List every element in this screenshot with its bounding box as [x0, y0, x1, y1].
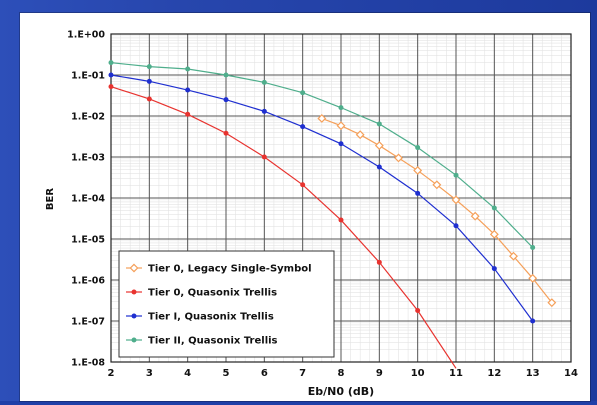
- data-point: [261, 108, 267, 114]
- data-point: [415, 145, 421, 151]
- y-tick-label: 1.E-08: [71, 358, 105, 369]
- x-tick-label: 5: [223, 368, 230, 379]
- data-point: [300, 182, 306, 188]
- data-point: [108, 60, 114, 66]
- data-point: [489, 229, 499, 239]
- data-point: [338, 217, 344, 223]
- legend-marker: [131, 313, 137, 319]
- data-point: [261, 79, 267, 85]
- legend-item: Tier 0, Quasonix Trellis: [126, 288, 277, 299]
- data-point: [413, 165, 423, 175]
- data-point: [300, 90, 306, 96]
- data-point: [185, 87, 191, 93]
- series-line: [110, 86, 457, 369]
- series-group: [108, 60, 557, 369]
- x-tick-label: 10: [411, 368, 425, 379]
- series-3: [108, 60, 536, 251]
- x-tick-label: 14: [564, 368, 578, 379]
- data-point: [146, 64, 152, 70]
- data-point: [453, 223, 459, 229]
- y-tick-label: 1.E-02: [71, 112, 105, 123]
- data-point: [108, 72, 114, 78]
- legend-marker: [131, 289, 137, 295]
- series-1: [108, 84, 457, 369]
- data-point: [415, 190, 421, 196]
- legend-label: Tier 0, Legacy Single-Symbol: [148, 264, 312, 275]
- legend: Tier 0, Legacy Single-Symbol Tier 0, Quas…: [118, 250, 335, 358]
- y-tick-label: 1.E-01: [71, 71, 105, 82]
- data-point: [336, 121, 346, 131]
- legend-label: Tier I, Quasonix Trellis: [148, 312, 274, 323]
- data-point: [530, 318, 536, 324]
- y-tick-labels: 1.E+00 1.E-01 1.E-02 1.E-03 1.E-04 1.E-05 1.E-…: [67, 30, 105, 369]
- data-point: [223, 97, 229, 103]
- x-tick-labels: 2 3 4 5 6 7 8 9 10 11 12 13 14: [108, 368, 578, 379]
- data-point: [185, 111, 191, 117]
- data-point: [547, 298, 557, 308]
- y-tick-label: 1.E-04: [71, 194, 105, 205]
- x-tick-label: 6: [261, 368, 268, 379]
- x-tick-label: 4: [184, 368, 191, 379]
- legend-label: Tier 0, Quasonix Trellis: [148, 288, 277, 299]
- y-tick-label: 1.E-05: [71, 235, 105, 246]
- series-line: [110, 62, 534, 248]
- data-point: [376, 259, 382, 265]
- legend-label: Tier II, Quasonix Trellis: [148, 336, 278, 347]
- x-tick-label: 13: [526, 368, 540, 379]
- x-axis-label: Eb/N0 (dB): [308, 385, 374, 398]
- data-point: [509, 251, 518, 261]
- x-tick-label: 3: [146, 368, 153, 379]
- ber-chart: 1.E+00 1.E-01 1.E-02 1.E-03 1.E-04 1.E-05 1.E-…: [45, 30, 578, 399]
- x-tick-label: 7: [299, 368, 306, 379]
- data-point: [338, 141, 344, 147]
- data-point: [394, 153, 403, 163]
- y-tick-label: 1.E-03: [71, 153, 105, 164]
- plot-area-border: [110, 33, 572, 363]
- data-point: [528, 273, 538, 283]
- data-point: [146, 96, 152, 102]
- data-point: [453, 172, 459, 178]
- data-point: [338, 105, 344, 111]
- legend-box: [118, 250, 335, 358]
- data-point: [415, 308, 421, 314]
- x-tick-label: 8: [338, 368, 345, 379]
- data-point: [355, 130, 365, 140]
- series-2: [108, 72, 536, 324]
- data-point: [376, 121, 382, 127]
- data-point: [300, 124, 306, 130]
- data-point: [432, 180, 442, 190]
- data-point: [223, 72, 229, 78]
- legend-marker: [131, 337, 137, 343]
- data-point: [451, 195, 461, 205]
- data-point: [317, 114, 327, 123]
- legend-item: Tier 0, Legacy Single-Symbol: [126, 264, 312, 275]
- x-tick-label: 11: [449, 368, 463, 379]
- legend-item: Tier II, Quasonix Trellis: [126, 336, 278, 347]
- series-0: [317, 114, 557, 308]
- data-point: [374, 141, 384, 151]
- data-point: [146, 78, 152, 84]
- series-line: [110, 74, 534, 322]
- data-point: [223, 130, 229, 136]
- data-point: [185, 66, 191, 72]
- data-point: [470, 211, 480, 221]
- legend-marker: [129, 263, 139, 273]
- data-point: [108, 84, 114, 90]
- x-tick-label: 12: [487, 368, 501, 379]
- data-point: [261, 154, 267, 160]
- x-tick-label: 9: [376, 368, 383, 379]
- data-point: [491, 205, 497, 211]
- data-point: [376, 164, 382, 170]
- y-axis-label: BER: [45, 188, 56, 210]
- y-tick-label: 1.E-07: [71, 317, 105, 328]
- legend-item: Tier I, Quasonix Trellis: [126, 312, 274, 323]
- data-point: [530, 245, 536, 251]
- x-tick-label: 2: [108, 368, 115, 379]
- chart-panel: 1.E+00 1.E-01 1.E-02 1.E-03 1.E-04 1.E-05 1.E-…: [20, 13, 590, 401]
- data-point: [491, 266, 497, 272]
- y-tick-label: 1.E-06: [71, 276, 105, 287]
- y-tick-label: 1.E+00: [67, 30, 105, 41]
